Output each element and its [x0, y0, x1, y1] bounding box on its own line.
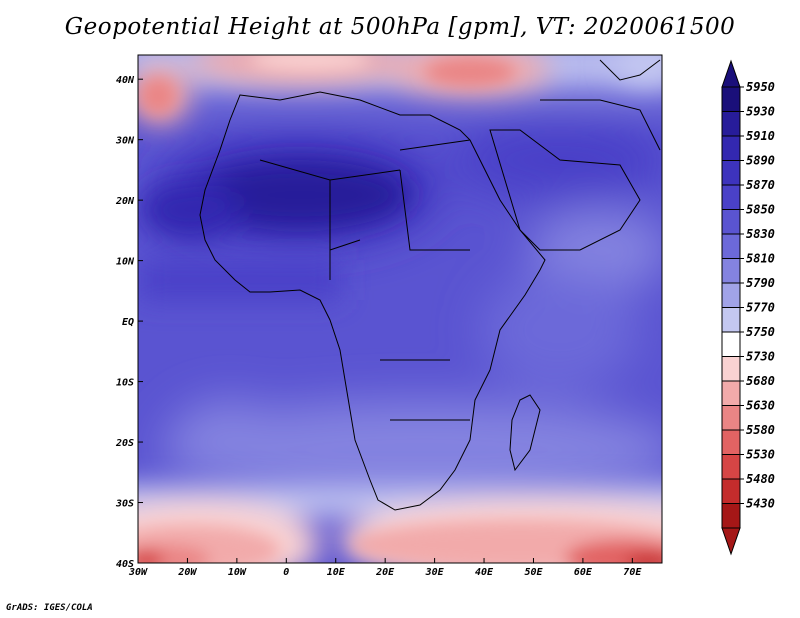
lon-tick-label: 0	[283, 567, 289, 578]
colorbar-label: 5910	[746, 129, 775, 143]
colorbar-label: 5680	[746, 374, 775, 388]
colorbar-swatch	[721, 478, 741, 504]
colorbar-label: 5770	[746, 301, 775, 315]
lat-tick-label: 30N	[115, 136, 135, 147]
lon-tick-label: 60E	[574, 567, 593, 578]
lat-tick-label: 20S	[115, 438, 134, 449]
colorbar-swatch	[721, 405, 741, 431]
lon-tick-label: 30E	[425, 567, 445, 578]
lon-tick-label: 40E	[475, 567, 494, 578]
colorbar-swatch	[721, 356, 741, 382]
colorbar-label: 5950	[746, 80, 775, 94]
colorbar-swatch	[721, 86, 741, 112]
colorbar-label: 5480	[746, 472, 775, 486]
lat-tick-label: 30S	[115, 499, 134, 510]
colorbar-label: 5830	[746, 227, 775, 241]
lon-tick-label: 10W	[228, 567, 247, 578]
lat-tick-label: 20N	[115, 196, 135, 207]
colorbar-swatch	[721, 135, 741, 161]
colorbar-label: 5750	[746, 325, 775, 339]
lon-tick-label: 30W	[128, 567, 148, 578]
colorbar-label: 5810	[746, 252, 775, 266]
colorbar-swatch	[721, 184, 741, 210]
colorbar-swatch	[721, 160, 741, 186]
colorbar-swatch	[721, 111, 741, 137]
colorbar-swatch	[721, 282, 741, 308]
colorbar-label: 5790	[746, 276, 775, 290]
coastlines	[199, 59, 661, 511]
colorbar-swatch	[721, 209, 741, 235]
map-title: Geopotential Height at 500hPa [gpm], VT:…	[64, 14, 736, 40]
colorbar-top-arrow	[721, 59, 741, 88]
geopotential-shading	[138, 55, 662, 563]
colorbar-label: 5580	[746, 423, 775, 437]
plot-frame	[137, 54, 663, 564]
grads-credit: GrADS: IGES/COLA	[6, 603, 93, 613]
colorbar-label: 5930	[746, 105, 775, 119]
colorbar-label: 5530	[746, 448, 775, 462]
colorbar-label: 5430	[746, 497, 775, 511]
lat-tick-label: EQ	[122, 317, 134, 328]
colorbar: 5950 5930 5910 5890 5870 5850 5830 5810 5790 5770…	[721, 59, 775, 556]
lat-tick-label: 40N	[116, 75, 135, 86]
latitude-ticks: 40S 30S 20S 10S EQ 10N 20N 30N 40N	[115, 75, 143, 570]
colorbar-swatch	[721, 454, 741, 480]
colorbar-swatch	[721, 380, 741, 406]
longitude-ticks: 30W 20W 10W 0 10E 20E 30E 40E 50E 60E 70E	[128, 558, 642, 578]
lon-tick-label: 20W	[177, 567, 197, 578]
colorbar-swatch	[721, 429, 741, 455]
colorbar-label: 5730	[746, 350, 775, 364]
colorbar-swatch	[721, 331, 741, 357]
colorbar-label: 5850	[746, 203, 775, 217]
lon-tick-label: 50E	[524, 567, 543, 578]
colorbar-label: 5630	[746, 399, 775, 413]
lon-tick-label: 20E	[375, 567, 395, 578]
lon-tick-label: 10E	[327, 567, 346, 578]
colorbar-label: 5890	[746, 154, 775, 168]
lon-tick-label: 70E	[623, 567, 642, 578]
lat-tick-label: 10S	[116, 378, 134, 389]
colorbar-label: 5870	[746, 178, 775, 192]
lat-tick-label: 10N	[116, 257, 135, 268]
lat-tick-label: 40S	[116, 559, 134, 570]
colorbar-swatch	[721, 258, 741, 284]
colorbar-swatch	[721, 307, 741, 333]
colorbar-bottom-arrow	[721, 527, 741, 556]
colorbar-swatch	[721, 503, 741, 529]
colorbar-swatch	[721, 233, 741, 259]
